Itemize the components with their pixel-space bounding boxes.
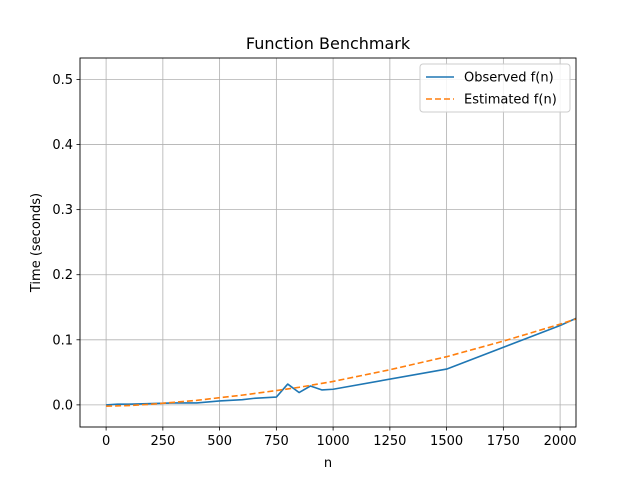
x-tick-label: 0 bbox=[102, 434, 110, 449]
y-tick-label: 0.3 bbox=[52, 203, 73, 218]
y-tick-label: 0.4 bbox=[52, 138, 73, 153]
x-axis-title: n bbox=[324, 456, 332, 471]
chart-title: Function Benchmark bbox=[246, 34, 411, 53]
x-tick-label: 1250 bbox=[373, 434, 406, 449]
x-tick-label: 1000 bbox=[317, 434, 350, 449]
x-tick-label: 750 bbox=[264, 434, 289, 449]
y-tick-label: 0.5 bbox=[52, 73, 73, 88]
x-tick-label: 1750 bbox=[487, 434, 520, 449]
y-axis-title: Time (seconds) bbox=[29, 193, 44, 293]
plot-frame bbox=[79, 57, 577, 428]
x-tick-label: 250 bbox=[150, 434, 175, 449]
grid bbox=[80, 58, 576, 427]
y-tick-label: 0.1 bbox=[52, 333, 73, 348]
y-tick-label: 0.0 bbox=[52, 398, 73, 413]
x-tick-label: 500 bbox=[207, 434, 232, 449]
series-line-estimated bbox=[106, 318, 576, 407]
y-tick-label: 0.2 bbox=[52, 268, 73, 283]
legend: Observed f(n) Estimated f(n) bbox=[419, 63, 571, 113]
legend-label-estimated: Estimated f(n) bbox=[464, 93, 557, 108]
legend-label-observed: Observed f(n) bbox=[464, 71, 554, 86]
x-tick-label: 1500 bbox=[430, 434, 463, 449]
series-layer bbox=[106, 317, 576, 407]
x-tick-label: 2000 bbox=[544, 434, 577, 449]
legend-box bbox=[419, 63, 571, 113]
ticks: 0 250 500 750 1000 1250 1500 1750 2000 0.0 0.1 0.2 0… bbox=[52, 73, 576, 449]
